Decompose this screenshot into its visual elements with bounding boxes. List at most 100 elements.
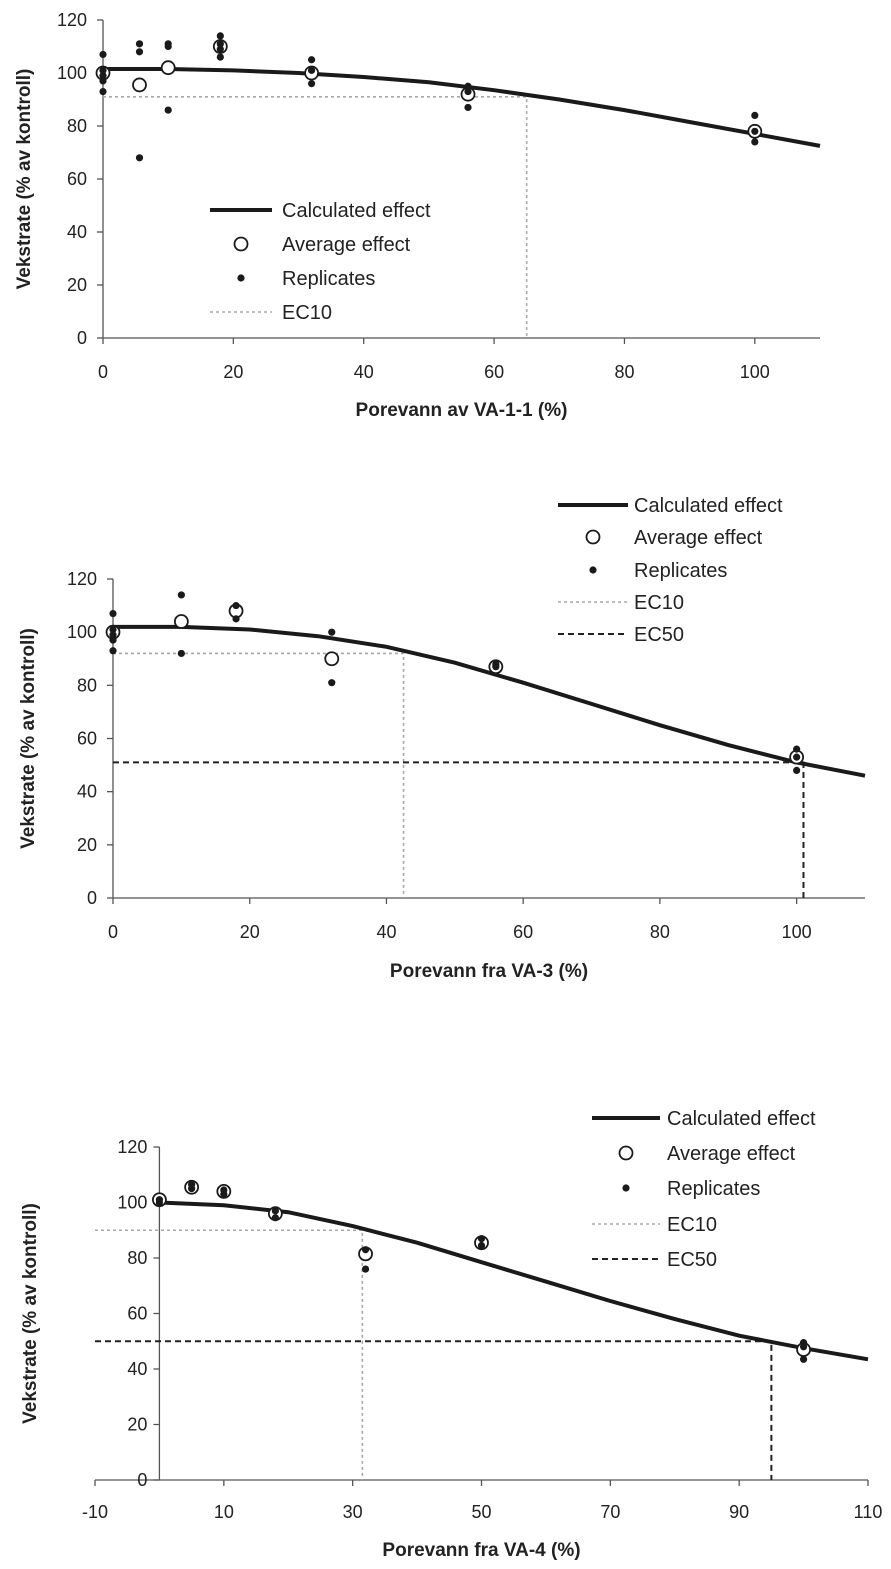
y-tick-label: 80 xyxy=(67,116,87,136)
y-tick-label: 40 xyxy=(67,222,87,242)
replicate-point xyxy=(464,87,472,96)
replicate-point xyxy=(307,66,316,74)
chart-va-1-1: 0 20 40 60 80 100 120 0 20 40 60 80 100 Porevann av V… xyxy=(14,10,821,421)
replicate-point xyxy=(232,601,240,610)
replicate-point xyxy=(109,625,117,634)
replicate-point xyxy=(135,154,144,162)
replicate-point xyxy=(751,127,759,135)
replicate-point xyxy=(99,87,107,96)
replicate-point xyxy=(328,679,336,687)
legend-label-line: Calculated effect xyxy=(667,1108,816,1130)
y-tick-label: 0 xyxy=(87,888,97,908)
replicate-point xyxy=(216,32,224,40)
legend-average-swatch xyxy=(585,529,601,545)
replicate-point xyxy=(135,40,144,48)
replicate-point xyxy=(177,591,185,599)
y-tick-label: 60 xyxy=(127,1304,147,1324)
replicate-point xyxy=(99,50,107,59)
y-tick-label: 60 xyxy=(67,169,87,189)
chart-va-3: 0 20 40 60 80 100 120 0 20 40 60 80 100 Porevann fra … xyxy=(18,495,866,982)
x-axis-title: Porevann av VA-1-1 (%) xyxy=(356,400,568,421)
replicate-point xyxy=(307,56,316,64)
replicate-point xyxy=(99,66,107,74)
ec10-reference-line xyxy=(103,96,528,338)
legend-label-ec10: EC10 xyxy=(667,1214,717,1236)
replicate-point xyxy=(155,1198,164,1207)
y-tick-label: 100 xyxy=(57,63,87,83)
replicate-point xyxy=(751,138,759,146)
replicate-point xyxy=(188,1185,196,1193)
y-tick-label: 80 xyxy=(77,675,97,695)
legend-label-avg: Average effect xyxy=(667,1143,796,1165)
y-axis-title: Vekstrate (% av kontroll) xyxy=(14,69,35,290)
replicate-point xyxy=(216,45,224,53)
ec10-reference-line xyxy=(95,1229,364,1480)
y-tick-label: 60 xyxy=(77,729,97,749)
average-effect-point xyxy=(324,651,340,667)
legend-label-avg: Average effect xyxy=(282,234,411,256)
replicate-point xyxy=(751,111,759,119)
y-tick-label: 80 xyxy=(127,1248,147,1268)
legend-label-rep: Replicates xyxy=(634,560,727,582)
y-tick-label: 40 xyxy=(77,782,97,802)
x-tick-label: 20 xyxy=(240,922,260,942)
replicate-point xyxy=(799,1355,808,1363)
replicate-point xyxy=(799,1343,808,1351)
x-tick-label: 100 xyxy=(782,922,812,942)
x-tick-label: 40 xyxy=(376,922,396,942)
replicate-point xyxy=(492,663,500,671)
x-tick-label: 80 xyxy=(614,362,634,382)
y-tick-label: 120 xyxy=(67,569,97,589)
y-axis-title: Vekstrate (% av kontroll) xyxy=(20,1203,41,1424)
x-tick-label: -10 xyxy=(82,1502,108,1522)
replicate-point xyxy=(220,1190,228,1198)
x-tick-label: 80 xyxy=(650,922,670,942)
legend-average-swatch xyxy=(618,1145,634,1161)
replicate-point xyxy=(477,1241,486,1250)
legend-label-ec10: EC10 xyxy=(634,592,684,614)
y-axis-title: Vekstrate (% av kontroll) xyxy=(18,628,39,849)
x-tick-label: 20 xyxy=(223,362,243,382)
average-effect-point xyxy=(132,77,147,93)
x-tick-label: 0 xyxy=(98,362,108,382)
replicate-point xyxy=(99,77,107,85)
ec50-reference-line xyxy=(95,1340,773,1480)
replicate-point xyxy=(793,745,801,753)
x-tick-label: 60 xyxy=(484,362,504,382)
y-tick-label: 120 xyxy=(117,1137,147,1157)
y-tick-label: 20 xyxy=(127,1415,147,1435)
legend-average-swatch xyxy=(233,236,249,252)
x-tick-label: 40 xyxy=(354,362,374,382)
replicate-point xyxy=(232,615,240,623)
replicate-point xyxy=(271,1207,279,1215)
y-tick-label: 40 xyxy=(127,1359,147,1379)
legend-replicates-swatch xyxy=(237,274,245,282)
legend-label-ec10: EC10 xyxy=(282,302,332,324)
y-tick-label: 20 xyxy=(77,835,97,855)
replicate-point xyxy=(307,80,316,88)
replicate-point xyxy=(109,647,117,655)
replicate-point xyxy=(271,1214,279,1222)
average-effect-point xyxy=(160,60,176,76)
replicate-point xyxy=(477,1234,486,1243)
y-tick-label: 120 xyxy=(57,10,87,30)
chart-va-4: 0 20 40 60 80 100 120 -10 10 30 50 70 90 110 Porevann … xyxy=(20,1108,883,1561)
calculated-effect-line xyxy=(103,67,821,148)
x-tick-label: 110 xyxy=(854,1502,883,1522)
replicate-point xyxy=(793,753,801,761)
x-axis-title: Porevann fra VA-3 (%) xyxy=(390,961,588,982)
y-tick-label: 20 xyxy=(67,275,87,295)
replicate-point xyxy=(164,42,172,51)
replicate-point xyxy=(216,53,224,61)
legend-replicates-swatch xyxy=(589,566,597,574)
y-tick-label: 0 xyxy=(137,1470,147,1490)
x-tick-label: 90 xyxy=(729,1502,749,1522)
replicate-point xyxy=(328,628,336,636)
replicate-point xyxy=(464,82,472,90)
legend-replicates-swatch xyxy=(622,1184,630,1192)
replicate-point xyxy=(164,106,172,114)
replicate-point xyxy=(464,103,472,112)
x-tick-label: 50 xyxy=(471,1502,491,1522)
replicate-point xyxy=(109,636,117,644)
replicate-point xyxy=(793,766,801,774)
